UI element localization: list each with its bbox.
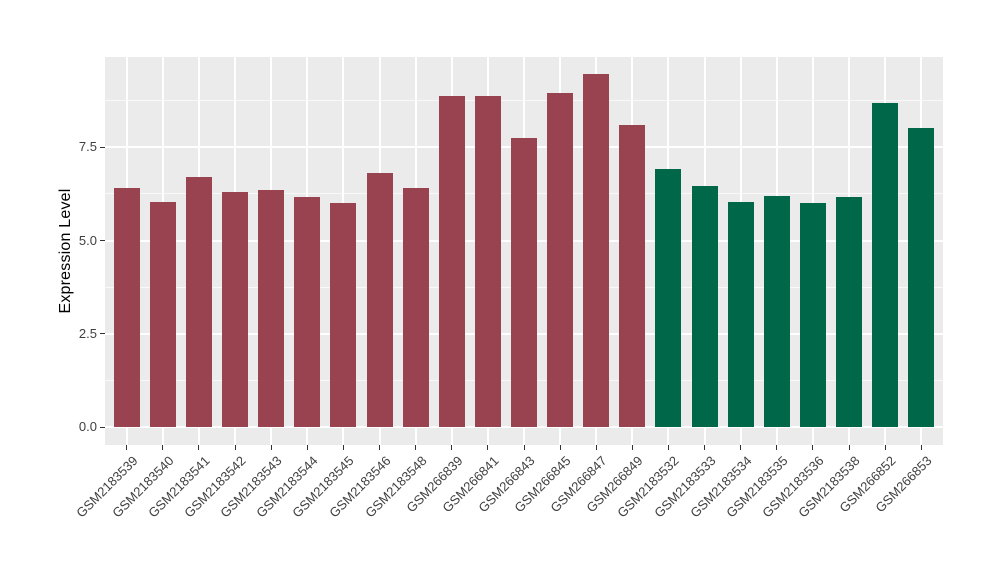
y-tick-label: 2.5 xyxy=(78,325,97,341)
bar-GSM2183544 xyxy=(294,197,321,428)
x-tick-mark xyxy=(884,445,886,450)
x-tick-mark xyxy=(162,445,164,450)
bar-GSM2183538 xyxy=(836,197,863,428)
x-tick-mark xyxy=(704,445,706,450)
x-tick-mark xyxy=(451,445,453,450)
bar-GSM266845 xyxy=(547,93,574,428)
bar-GSM266843 xyxy=(511,137,537,428)
x-tick-mark xyxy=(415,445,417,450)
bar-GSM266853 xyxy=(908,127,935,428)
x-tick-mark xyxy=(379,445,381,450)
bar-GSM266839 xyxy=(438,95,465,428)
x-tick-mark xyxy=(776,445,778,450)
y-tick-label: 7.5 xyxy=(78,139,97,155)
y-tick-label: 5.0 xyxy=(78,232,97,248)
bar-GSM2183540 xyxy=(149,202,176,428)
bar-GSM2183541 xyxy=(185,176,212,428)
x-tick-mark xyxy=(812,445,814,450)
bar-GSM266852 xyxy=(872,103,899,428)
y-tick-mark xyxy=(100,240,105,242)
y-tick-label: 0.0 xyxy=(78,419,97,435)
y-tick-mark xyxy=(100,146,105,148)
x-tick-mark xyxy=(848,445,850,450)
x-tick-mark xyxy=(126,445,128,450)
bar-GSM2183539 xyxy=(113,187,140,428)
bar-GSM266849 xyxy=(619,125,646,428)
bar-GSM2183545 xyxy=(330,203,357,428)
plot-panel xyxy=(105,57,943,445)
bar-GSM266847 xyxy=(583,73,610,428)
x-tick-mark xyxy=(342,445,344,450)
x-tick-mark xyxy=(234,445,236,450)
y-tick-mark xyxy=(100,426,105,428)
bar-GSM2183533 xyxy=(691,185,718,428)
bar-GSM2183542 xyxy=(222,192,249,428)
bar-GSM2183534 xyxy=(727,202,754,428)
bar-GSM2183546 xyxy=(366,173,393,428)
bar-GSM2183536 xyxy=(799,203,826,428)
y-axis-title: Expression Level xyxy=(57,188,74,314)
x-tick-mark xyxy=(631,445,633,450)
x-tick-mark xyxy=(667,445,669,450)
x-tick-mark xyxy=(559,445,561,450)
x-tick-mark xyxy=(306,445,308,450)
x-tick-mark xyxy=(740,445,742,450)
bar-GSM2183532 xyxy=(655,168,682,428)
x-tick-mark xyxy=(270,445,272,450)
bar-GSM266841 xyxy=(474,95,501,428)
bar-GSM2183548 xyxy=(402,187,429,428)
x-tick-mark xyxy=(487,445,489,450)
x-tick-mark xyxy=(595,445,597,450)
x-tick-mark xyxy=(920,445,922,450)
y-tick-mark xyxy=(100,333,105,335)
bar-GSM2183535 xyxy=(763,195,790,428)
x-tick-mark xyxy=(523,445,525,450)
x-tick-mark xyxy=(198,445,200,450)
bar-GSM2183543 xyxy=(258,189,285,428)
